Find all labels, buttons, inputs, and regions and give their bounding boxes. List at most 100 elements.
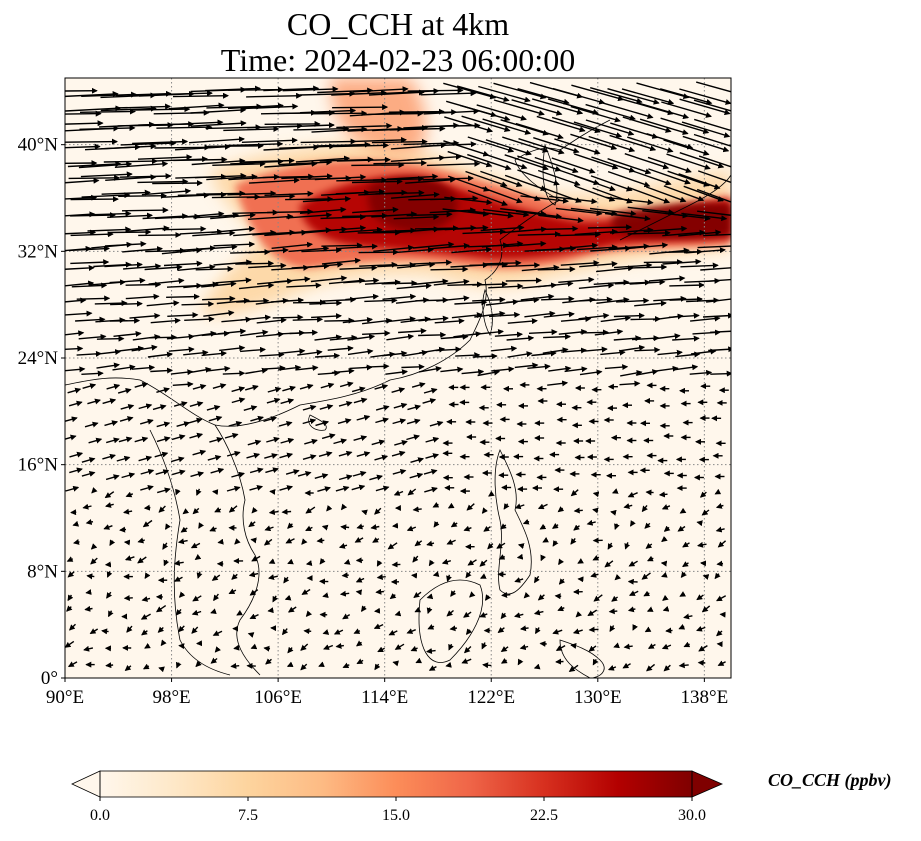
wind-arrow <box>166 297 199 298</box>
wind-arrow <box>108 232 151 233</box>
wind-arrow <box>283 512 292 513</box>
lon-tick-label: 98°E <box>152 687 190 708</box>
wind-arrow <box>666 630 672 631</box>
wind-arrow <box>588 227 631 228</box>
wind-arrow <box>359 252 398 253</box>
wind-arrow <box>610 611 618 612</box>
wind-arrow <box>42 91 97 92</box>
wind-arrow <box>323 596 326 597</box>
wind-arrow <box>120 530 126 531</box>
colorbar-tick-label: 0.0 <box>90 807 110 824</box>
wind-arrow <box>293 302 325 303</box>
wind-arrow <box>304 631 311 632</box>
wind-arrow <box>46 114 101 115</box>
lat-tick-label: 24°N <box>18 348 59 369</box>
colorbar-tick-label: 7.5 <box>238 807 258 824</box>
wind-arrow <box>138 235 180 236</box>
wind-arrow <box>382 283 417 284</box>
wind-arrow <box>118 196 166 197</box>
wind-arrow <box>234 648 238 649</box>
wind-arrow <box>126 285 161 286</box>
wind-arrow <box>393 662 396 663</box>
wind-arrow <box>173 96 228 97</box>
wind-arrow <box>506 280 541 281</box>
wind-arrow <box>110 304 142 305</box>
wind-arrow <box>122 210 168 211</box>
wind-arrow <box>134 109 189 110</box>
wind-arrow <box>647 492 654 493</box>
wind-arrow <box>357 592 361 593</box>
wind-arrow <box>301 141 356 142</box>
wind-arrow <box>697 522 701 523</box>
lon-tick-label: 90°E <box>46 687 84 708</box>
wind-arrow <box>218 542 223 543</box>
wind-arrow <box>704 576 706 577</box>
wind-arrow <box>182 304 214 305</box>
wind-arrow <box>213 492 217 493</box>
wind-arrow <box>159 668 161 669</box>
wind-arrow <box>268 610 273 611</box>
wind-arrow <box>502 595 510 596</box>
wind-arrow <box>231 666 239 667</box>
wind-arrow <box>644 262 682 263</box>
wind-arrow <box>431 269 468 270</box>
wind-arrow <box>86 592 89 593</box>
lat-tick-label: 16°N <box>18 455 59 476</box>
wind-arrow <box>223 373 245 374</box>
wind-arrow <box>538 269 575 270</box>
wind-arrow <box>351 165 403 166</box>
wind-arrow <box>44 163 97 164</box>
wind-arrow <box>594 493 599 494</box>
wind-arrow <box>575 510 583 511</box>
wind-arrow <box>343 575 349 576</box>
wind-arrow <box>614 316 644 317</box>
wind-arrow <box>590 629 599 630</box>
wind-arrow <box>341 593 349 594</box>
wind-arrow <box>345 563 347 564</box>
wind-arrow <box>401 367 423 368</box>
wind-arrow <box>593 510 597 511</box>
lat-tick-label: 32°N <box>18 241 59 262</box>
lon-tick-label: 130°E <box>574 687 622 708</box>
wind-arrow <box>396 614 399 615</box>
wind-arrow <box>321 245 361 246</box>
wind-arrow <box>323 526 326 527</box>
wind-arrow <box>196 269 233 270</box>
latitude-ticks: 0°8°N16°N24°N32°N40°N <box>18 135 65 689</box>
wind-arrow <box>324 321 353 322</box>
wind-arrow <box>311 113 366 114</box>
wind-arrow <box>634 350 659 351</box>
lat-tick-label: 8°N <box>27 561 58 582</box>
colorbar-tick-label: 30.0 <box>678 807 706 824</box>
wind-arrow <box>307 563 310 564</box>
wind-arrow <box>368 114 423 115</box>
wind-arrow <box>393 526 398 527</box>
wind-arrow <box>660 494 668 495</box>
wind-arrow <box>337 646 344 647</box>
wind-arrow <box>80 111 135 112</box>
wind-arrow <box>571 645 576 646</box>
wind-arrow <box>669 285 704 286</box>
wind-arrow <box>580 332 608 333</box>
colorbar-tick-label: 22.5 <box>530 807 558 824</box>
wind-arrow <box>249 634 252 635</box>
wind-arrow <box>519 545 521 546</box>
wind-arrow <box>372 142 427 143</box>
wind-arrow <box>611 512 613 513</box>
wind-arrow <box>173 160 226 161</box>
lon-tick-label: 106°E <box>254 687 302 708</box>
wind-arrow <box>451 628 458 629</box>
lat-tick-label: 40°N <box>18 135 59 156</box>
wind-arrow <box>270 491 275 492</box>
wind-arrow <box>332 107 387 108</box>
wind-arrow <box>556 596 562 597</box>
wind-arrow <box>104 161 157 162</box>
colorbar-label: CO_CCH (ppbv) <box>768 770 892 791</box>
wind-arrow <box>285 199 332 200</box>
wind-arrow <box>375 611 380 612</box>
wind-arrow <box>710 374 731 375</box>
wind-arrow <box>102 631 109 632</box>
